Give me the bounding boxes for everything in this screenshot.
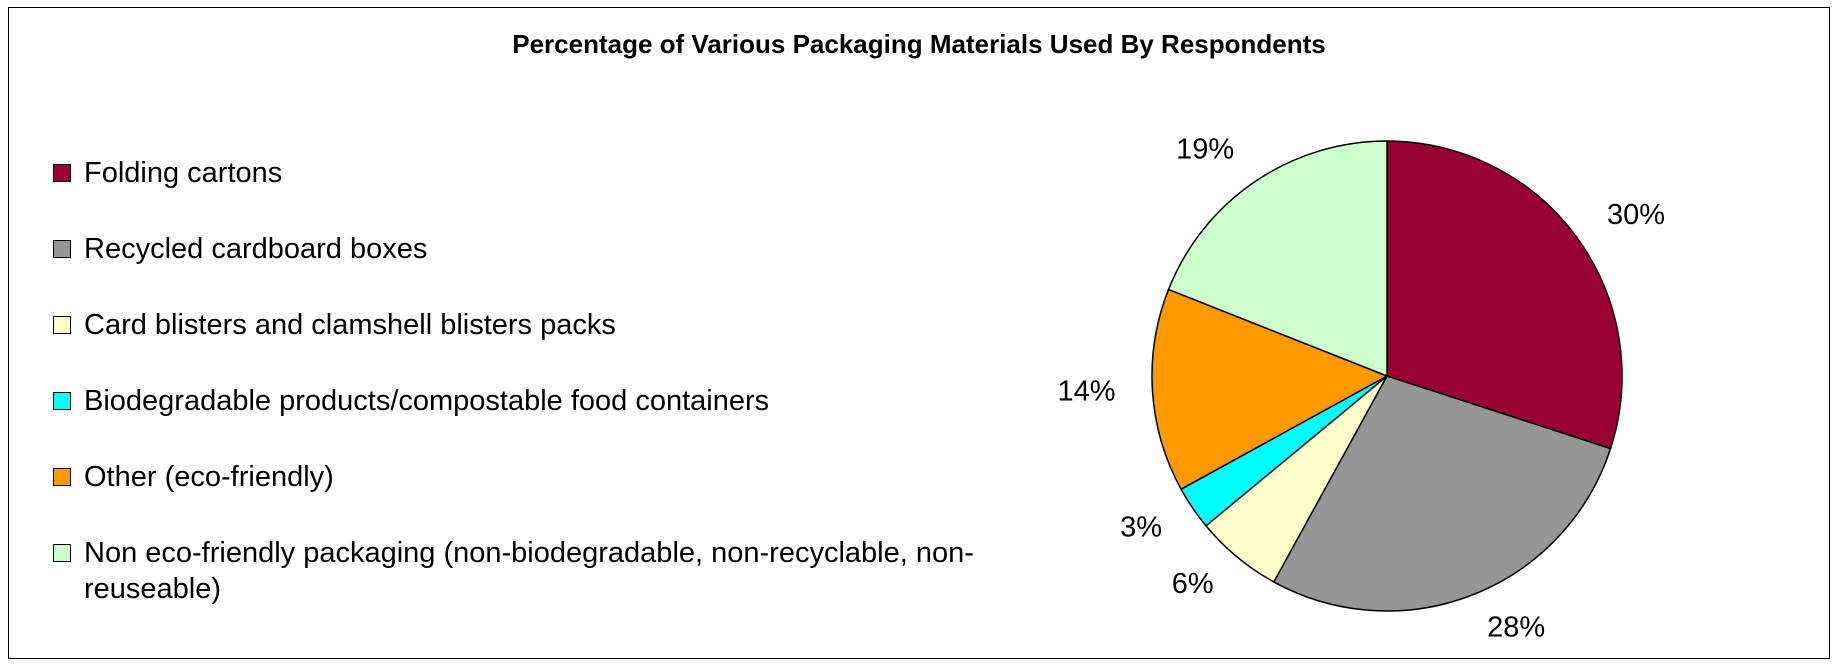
legend-item: Other (eco-friendly) <box>53 459 993 535</box>
slice-label: 14% <box>1057 376 1115 408</box>
slice-label: 3% <box>1120 512 1162 544</box>
chart-title: Percentage of Various Packaging Material… <box>512 29 1326 59</box>
legend-item: Recycled cardboard boxes <box>53 231 993 307</box>
legend-item: Card blisters and clamshell blisters pac… <box>53 307 993 383</box>
legend-label: Recycled cardboard boxes <box>84 233 428 265</box>
legend-label: Biodegradable products/compostable food … <box>84 385 770 417</box>
legend-swatch <box>53 164 71 182</box>
chart-legend: Folding cartons Recycled cardboard boxes… <box>53 155 993 611</box>
legend-swatch <box>53 392 71 410</box>
pie-slice <box>1151 288 1389 491</box>
legend-label: Other (eco-friendly) <box>84 461 334 493</box>
slice-label: 6% <box>1172 568 1214 600</box>
pie-slice <box>1167 140 1388 378</box>
legend-label: Folding cartons <box>84 157 283 189</box>
slice-label: 30% <box>1607 199 1665 231</box>
slice-label: 19% <box>1176 134 1234 166</box>
legend-swatch <box>53 316 71 334</box>
legend-swatch <box>53 544 71 562</box>
legend-item: Biodegradable products/compostable food … <box>53 383 993 459</box>
legend-item: Folding cartons <box>53 155 993 231</box>
pie-slice <box>1272 375 1612 612</box>
slice-label: 28% <box>1487 612 1545 644</box>
legend-label: Non eco-friendly packaging (non-biodegra… <box>84 537 974 605</box>
legend-item: Non eco-friendly packaging (non-biodegra… <box>53 535 993 611</box>
pie-slice <box>1386 140 1623 450</box>
legend-label: Card blisters and clamshell blisters pac… <box>84 309 616 341</box>
legend-swatch <box>53 240 71 258</box>
legend-swatch <box>53 468 71 486</box>
